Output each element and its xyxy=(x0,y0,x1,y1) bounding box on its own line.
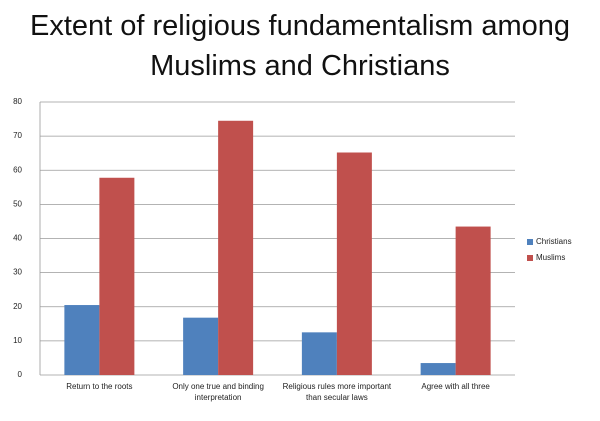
bar xyxy=(420,363,456,375)
y-tick-label: 60 xyxy=(13,165,22,174)
legend-label: Muslims xyxy=(536,253,565,262)
x-tick-label: Only one true and binding interpretation xyxy=(172,382,264,402)
y-tick-label: 50 xyxy=(13,199,22,208)
y-tick-label: 30 xyxy=(13,268,22,277)
y-tick-label: 0 xyxy=(18,370,23,379)
y-tick-label: 80 xyxy=(13,97,22,106)
bar xyxy=(336,152,372,375)
x-tick-label: Agree with all three xyxy=(421,382,490,391)
y-tick-label: 10 xyxy=(13,336,22,345)
y-tick-label: 70 xyxy=(13,131,22,140)
x-tick-label: Return to the roots xyxy=(66,382,133,391)
legend-label: Christians xyxy=(536,237,572,246)
bar xyxy=(218,120,254,375)
bar xyxy=(455,226,491,375)
bar xyxy=(99,177,135,375)
chart-title: Extent of religious fundamentalism among… xyxy=(29,10,570,82)
bar xyxy=(301,332,337,375)
bar xyxy=(183,317,219,375)
y-tick-label: 40 xyxy=(13,234,22,243)
legend-swatch xyxy=(527,239,533,245)
legend-swatch xyxy=(527,255,533,261)
y-tick-label: 20 xyxy=(13,302,22,311)
bar xyxy=(64,305,100,375)
x-tick-label: Religious rules more important than secu… xyxy=(282,382,392,402)
